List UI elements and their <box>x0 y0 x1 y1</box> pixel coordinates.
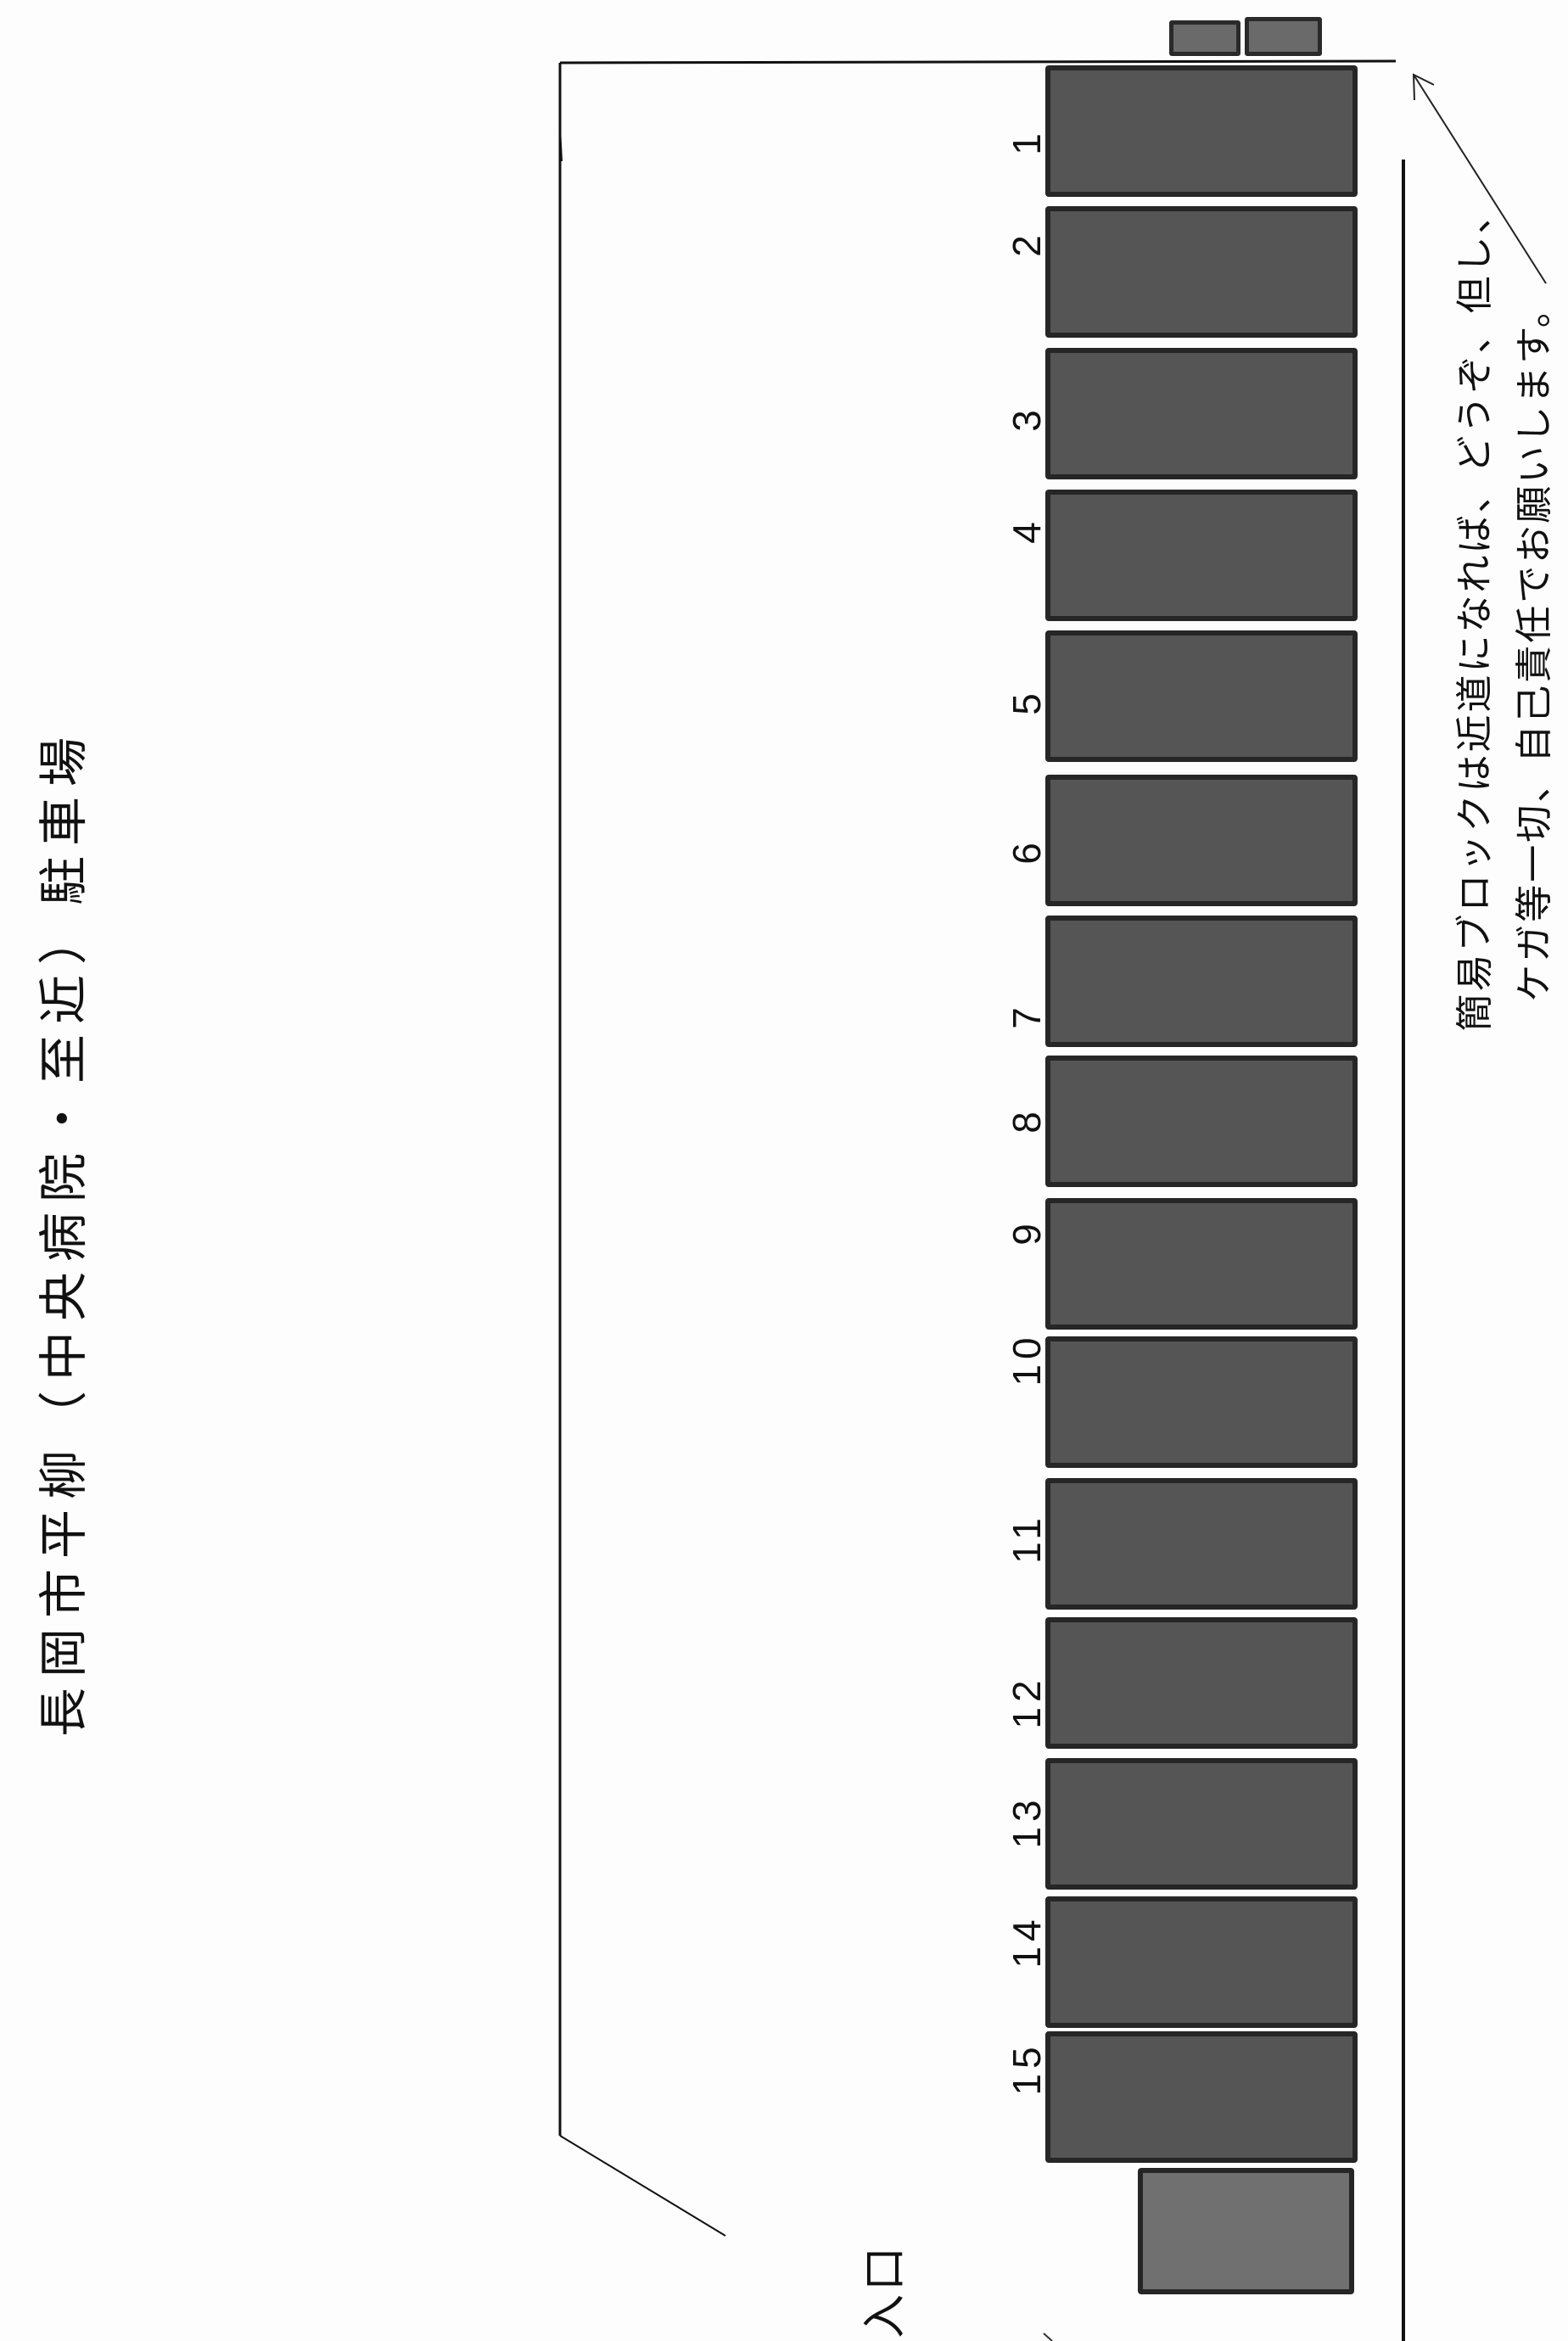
arrow-head-icon <box>1412 73 1435 101</box>
slot-number-label: 6 <box>1005 837 1049 865</box>
parking-slot-5 <box>1045 630 1358 762</box>
parking-slot-14 <box>1045 1896 1358 2028</box>
note-arrow-line <box>1413 74 1547 284</box>
parking-slot-10 <box>1045 1336 1358 1468</box>
parking-slot-2 <box>1045 206 1358 338</box>
note-line-2: ケガ等一切、自己責任でお願いします。 <box>1513 288 1556 1002</box>
parking-slot-8 <box>1045 1056 1358 1187</box>
slot-number-label: 1 <box>1005 128 1049 155</box>
slot-number-label: 2 <box>1005 230 1049 257</box>
parking-slot-3 <box>1045 348 1358 479</box>
slot-number-label: 5 <box>1005 688 1049 715</box>
parking-slot-11 <box>1045 1478 1358 1610</box>
slot-number-label: 10 <box>1005 1332 1049 1386</box>
parking-slot-4 <box>1045 490 1358 621</box>
parking-slot-1 <box>1045 65 1358 197</box>
slot-number-label: 12 <box>1005 1675 1049 1729</box>
entrance-diagonal-line <box>559 2135 726 2237</box>
left-boundary-corner <box>559 126 563 162</box>
slot-number-label: 8 <box>1005 1106 1049 1134</box>
parking-slot-13 <box>1045 1758 1358 1890</box>
entrance-tick <box>1043 2333 1053 2341</box>
parking-slot-9 <box>1045 1198 1358 1330</box>
slot-number-label: 15 <box>1005 2041 1049 2096</box>
slot-number-label: 14 <box>1005 1914 1049 1969</box>
parking-slot-6 <box>1045 775 1358 906</box>
slot-number-label: 11 <box>1005 1513 1049 1564</box>
parking-slot-12 <box>1045 1617 1358 1749</box>
parking-slot-15 <box>1045 2031 1358 2163</box>
concrete-block <box>1169 20 1240 56</box>
note-line-1: 簡易ブロックは近道になれば、どうぞ、但し、 <box>1453 193 1497 1032</box>
top-boundary-line <box>559 59 1397 64</box>
page-title: 長岡市平柳（中央病院・至近）駐車場 <box>35 726 92 1738</box>
concrete-block <box>1245 17 1322 56</box>
slot-number-label: 9 <box>1005 1218 1049 1246</box>
slot-number-label: 4 <box>1005 517 1049 544</box>
slot-number-label: 7 <box>1005 1002 1049 1029</box>
entrance-label: 入口 <box>860 2243 911 2339</box>
slot-number-label: 13 <box>1005 1795 1049 1849</box>
slot-number-label: 3 <box>1005 405 1049 432</box>
parking-slot-7 <box>1045 916 1358 1047</box>
extra-parking-area <box>1138 2168 1354 2294</box>
